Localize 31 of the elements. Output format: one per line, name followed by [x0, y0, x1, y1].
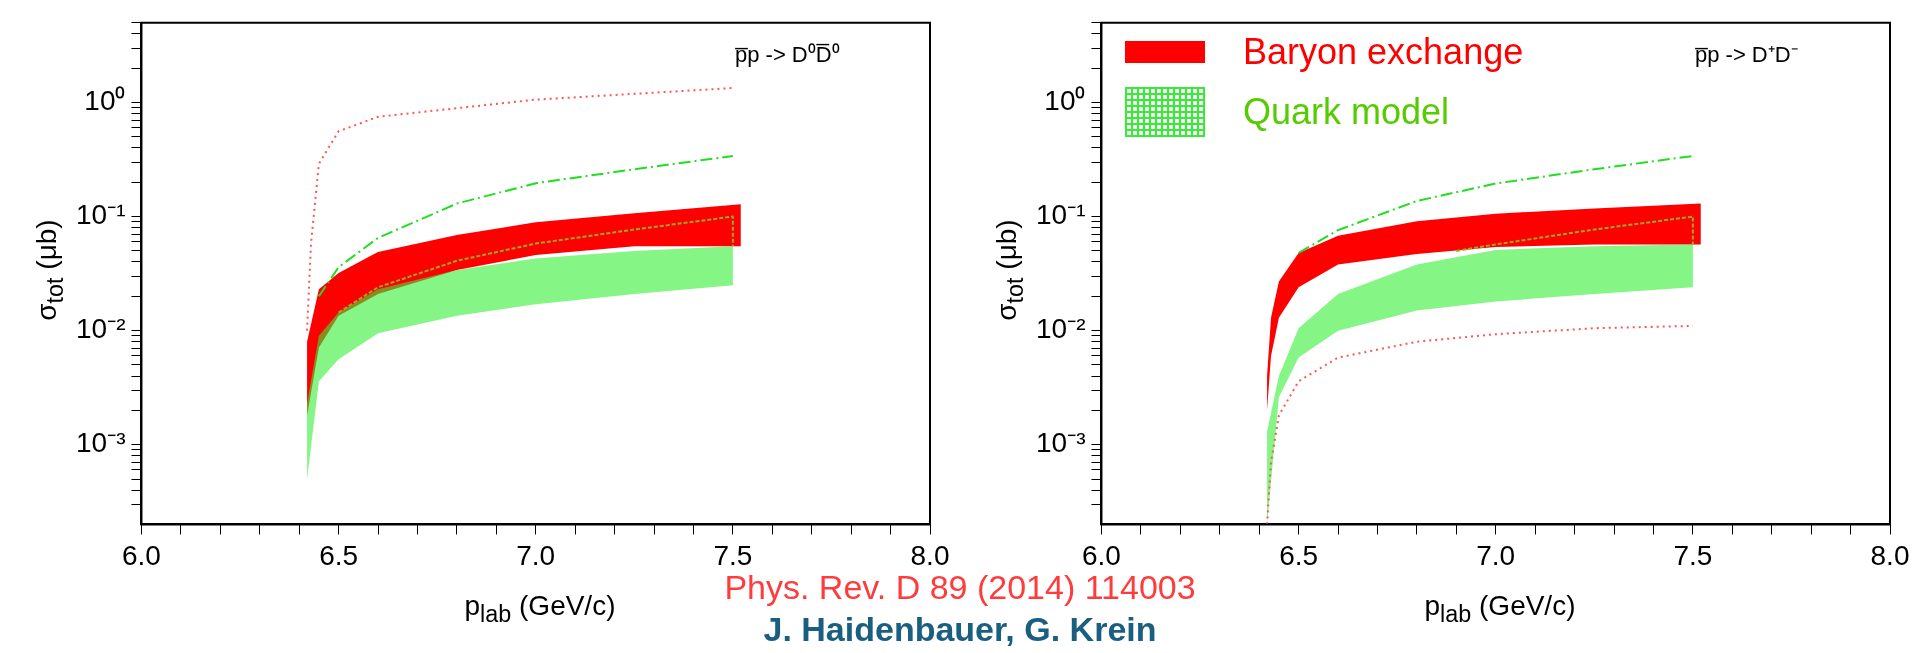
x-tick-label: 8.0 [1870, 539, 1910, 571]
x-tick-label: 8.0 [910, 539, 950, 571]
y-tick-label: 10⁰ [1044, 85, 1086, 117]
line-series [317, 154, 734, 298]
y-tick-label: 10⁻³ [1036, 427, 1086, 459]
y-tick-label: 10⁻¹ [1036, 199, 1086, 231]
x-tick-label: 7.5 [1673, 539, 1713, 571]
annotation: p̅p -> D⁺D⁻ [1695, 41, 1798, 68]
x-tick-label: 7.5 [713, 539, 753, 571]
annotation: p̅p -> D⁰D̅⁰ [735, 41, 840, 68]
line-series [337, 215, 734, 314]
y-tick-label: 10⁻² [1036, 313, 1086, 345]
x-axis-title: p$_{lab}$ (GeV/c) [464, 590, 616, 628]
x-tick-label: 7.0 [1476, 539, 1516, 571]
legend-label: Quark model [1243, 91, 1450, 133]
text: Phys. Rev. D 89 (2014) 114003 [724, 568, 1196, 607]
line-series [1455, 215, 1694, 252]
x-tick-label: 7.0 [516, 539, 556, 571]
x-axis-title: p$_{lab}$ (GeV/c) [1424, 590, 1576, 628]
x-tick-label: 6.0 [1082, 539, 1121, 571]
line-series [306, 87, 734, 332]
y-tick-label: 10⁻¹ [76, 199, 126, 231]
text: J. Haidenbauer, G. Krein [763, 610, 1157, 649]
y-tick-label: 10⁰ [84, 85, 126, 117]
x-tick-label: 6.5 [1279, 539, 1319, 571]
x-tick-label: 6.5 [319, 539, 359, 571]
x-tick-label: 6.0 [122, 539, 161, 571]
y-tick-label: 10⁻² [76, 313, 126, 345]
legend-label: Baryon exchange [1243, 31, 1524, 73]
line-series [1297, 154, 1694, 254]
y-tick-label: 10⁻³ [76, 427, 126, 459]
